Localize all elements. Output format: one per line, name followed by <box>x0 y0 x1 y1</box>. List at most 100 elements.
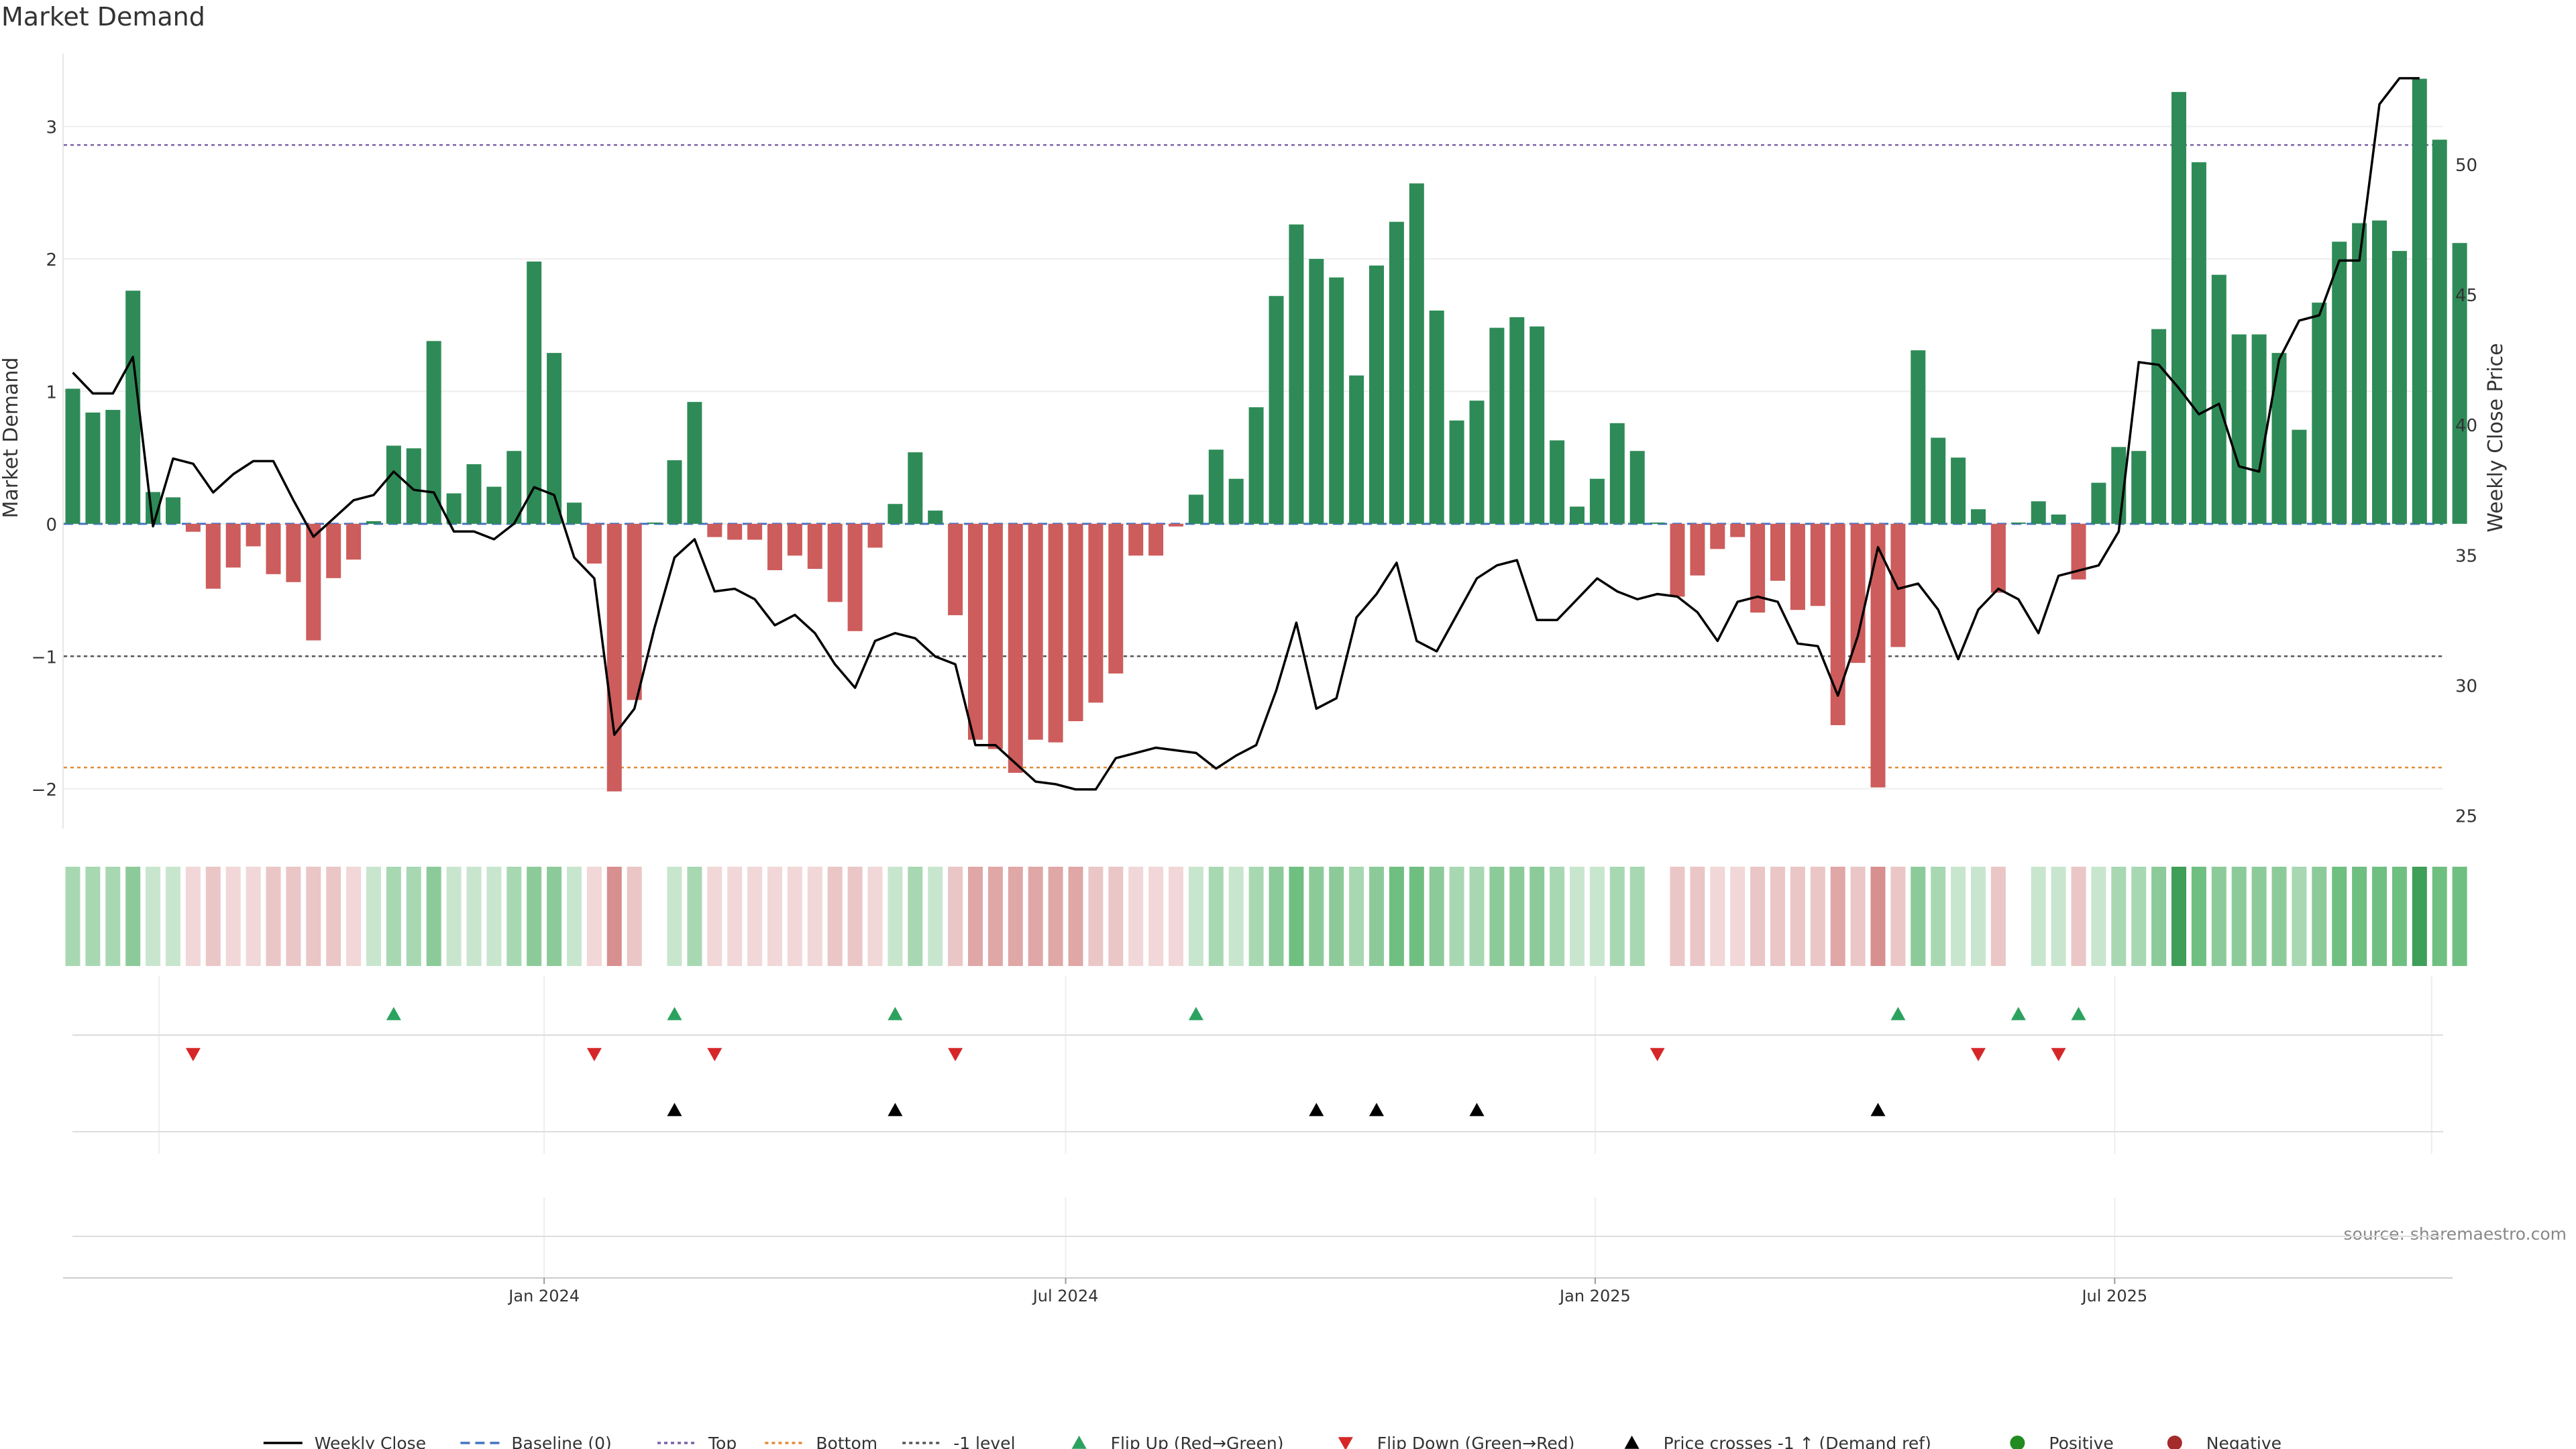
legend-label: Price crosses -1 ↑ (Demand ref) <box>1664 1434 1931 1449</box>
heat-strip-cell <box>787 867 802 966</box>
heat-strip-cell <box>968 867 983 966</box>
demand-bar-negative <box>1770 523 1785 581</box>
heat-strip-cell <box>85 867 101 966</box>
demand-bar-positive <box>1429 310 1444 524</box>
legend-swatch-triangle <box>1338 1437 1353 1449</box>
right-tick-label: 45 <box>2455 286 2477 306</box>
demand-bar-positive <box>1329 277 1344 524</box>
heat-strip-cell <box>1048 867 1063 966</box>
heat-strip-cell <box>707 867 722 966</box>
demand-bar-positive <box>2191 162 2206 524</box>
heat-strip-cell <box>586 867 602 966</box>
heat-strip-cell <box>2191 867 2206 966</box>
heat-strip-cell <box>1369 867 1384 966</box>
heat-strip-cell <box>166 867 180 966</box>
demand-bar-positive <box>567 502 582 524</box>
legend-item: Negative <box>2167 1434 2282 1449</box>
right-tick-label: 40 <box>2455 416 2477 436</box>
demand-bar-positive <box>1489 327 1505 524</box>
heat-strip-cell <box>266 867 281 966</box>
legend-item: Weekly Close <box>263 1434 426 1449</box>
heat-strip-cell <box>306 867 321 966</box>
demand-bar-positive <box>166 497 180 524</box>
heat-strip-cell <box>767 867 782 966</box>
heat-strip-cell <box>1629 867 1645 966</box>
demand-bar-negative <box>1128 523 1144 556</box>
heat-strip-cell <box>1670 867 1685 966</box>
price-cross-marker <box>888 1103 903 1116</box>
demand-bar-negative <box>1008 523 1023 773</box>
heat-strip-cell <box>908 867 923 966</box>
demand-bar-negative <box>787 523 802 556</box>
heat-strip-cell <box>1088 867 1104 966</box>
heat-strip-cell <box>1911 867 1926 966</box>
left-tick-label: 3 <box>46 117 57 138</box>
demand-bar-positive <box>2231 334 2247 524</box>
heat-strip-cell <box>1008 867 1023 966</box>
left-tick-label: −2 <box>32 780 57 800</box>
heat-strip-cell <box>1509 867 1525 966</box>
demand-bar-positive <box>426 341 441 524</box>
demand-bar-positive <box>547 353 562 524</box>
demand-bar-positive <box>125 290 141 524</box>
heat-strip-cell <box>1349 867 1364 966</box>
heat-strip-cell <box>1730 867 1746 966</box>
demand-bar-positive <box>406 448 421 524</box>
weekly-close-series <box>72 76 2420 791</box>
demand-bar-negative <box>1890 523 1906 647</box>
legend-item: Flip Up (Red→Green) <box>1071 1434 1283 1449</box>
heat-strip-cell <box>1409 867 1424 966</box>
heat-strip-cell <box>406 867 421 966</box>
heat-strip-cell <box>827 867 843 966</box>
heat-strip-cell <box>2171 867 2186 966</box>
left-tick-label: 2 <box>46 250 57 270</box>
demand-bar-negative <box>1710 523 1725 549</box>
heat-strip-cell <box>867 867 883 966</box>
heat-strip-cell <box>486 867 502 966</box>
x-tick-label: Jan 2025 <box>1558 1287 1631 1305</box>
flip-down-marker <box>185 1048 201 1061</box>
demand-bar-negative <box>1750 523 1766 613</box>
heat-strip-cell <box>627 867 642 966</box>
heat-strip-cell <box>1469 867 1485 966</box>
demand-bar-negative <box>847 523 863 631</box>
demand-bar-negative <box>968 523 983 740</box>
flip-up-marker <box>1890 1007 1906 1020</box>
gridlines <box>62 54 2443 1278</box>
demand-bar-negative <box>1730 523 1746 537</box>
legend-item: -1 level <box>902 1434 1016 1449</box>
heat-strip-cell <box>146 867 161 966</box>
demand-bar-positive <box>667 460 682 524</box>
right-tick-label: 50 <box>2455 156 2477 176</box>
price-cross-marker <box>1870 1103 1886 1116</box>
price-cross-marker <box>1309 1103 1324 1116</box>
demand-bar-negative <box>1148 523 1164 556</box>
heat-strip-cell <box>1529 867 1545 966</box>
heat-strip-cell <box>527 867 542 966</box>
legend-item: Positive <box>2010 1434 2114 1449</box>
heat-strip-cell <box>1169 867 1183 966</box>
demand-bar-positive <box>687 402 702 524</box>
demand-bar-negative <box>827 523 843 602</box>
demand-bar-positive <box>2292 429 2307 524</box>
flip-down-marker <box>948 1048 963 1061</box>
demand-bar-negative <box>1068 523 1083 722</box>
heat-strip-cell <box>1690 867 1705 966</box>
heat-strip-cell <box>667 867 682 966</box>
right-tick-label: 25 <box>2455 807 2477 827</box>
demand-bar-positive <box>486 486 502 524</box>
heat-strip-cell <box>2432 867 2447 966</box>
legend-label: Top <box>708 1434 737 1449</box>
demand-bar-positive <box>1289 224 1304 524</box>
demand-bar-positive <box>928 511 943 524</box>
demand-bar-positive <box>888 504 903 524</box>
heat-strip-cell <box>1108 867 1124 966</box>
heat-strip-cell <box>366 867 381 966</box>
demand-bar-negative <box>867 523 883 548</box>
heat-strip-cell <box>1850 867 1866 966</box>
heat-strip-cell <box>1971 867 1986 966</box>
demand-bar-positive <box>2392 251 2407 524</box>
demand-bar-negative <box>1790 523 1805 610</box>
legend-item: Flip Down (Green→Red) <box>1338 1434 1574 1449</box>
demand-bar-positive <box>1629 451 1645 524</box>
